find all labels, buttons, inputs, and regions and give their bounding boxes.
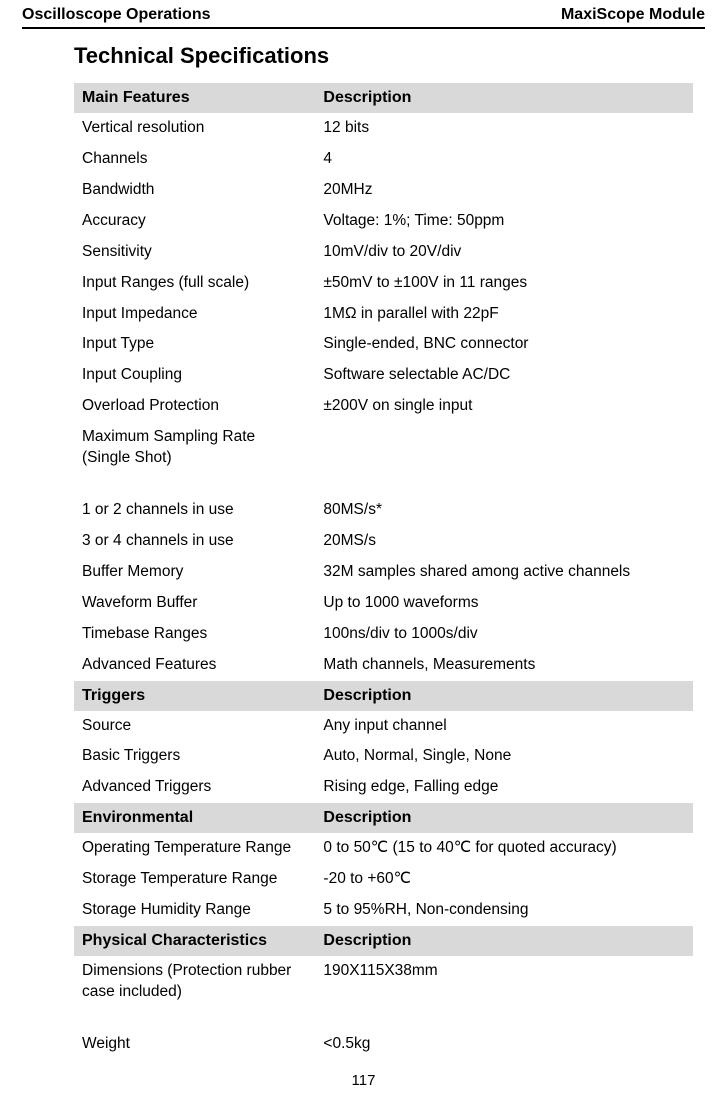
feature-cell: Storage Humidity Range <box>74 895 315 926</box>
feature-cell: Sensitivity <box>74 237 315 268</box>
table-row: Vertical resolution12 bits <box>74 113 693 144</box>
description-cell: Any input channel <box>315 711 693 742</box>
feature-cell: Storage Temperature Range <box>74 864 315 895</box>
feature-cell: Bandwidth <box>74 175 315 206</box>
feature-cell: Maximum Sampling Rate (Single Shot) <box>74 422 315 495</box>
feature-cell: Operating Temperature Range <box>74 833 315 864</box>
feature-cell: Input Ranges (full scale) <box>74 268 315 299</box>
description-cell: 4 <box>315 144 693 175</box>
description-cell: 10mV/div to 20V/div <box>315 237 693 268</box>
description-cell: Math channels, Measurements <box>315 650 693 681</box>
table-row: 1 or 2 channels in use80MS/s* <box>74 495 693 526</box>
description-cell: 20MHz <box>315 175 693 206</box>
table-row: Maximum Sampling Rate (Single Shot) <box>74 422 693 495</box>
description-cell: 5 to 95%RH, Non-condensing <box>315 895 693 926</box>
description-cell <box>315 422 693 495</box>
table-row: Channels4 <box>74 144 693 175</box>
header-right: MaxiScope Module <box>561 6 705 24</box>
feature-cell: Source <box>74 711 315 742</box>
table-row: Weight<0.5kg <box>74 1029 693 1060</box>
section-header: Physical CharacteristicsDescription <box>74 926 693 956</box>
table-row: SourceAny input channel <box>74 711 693 742</box>
description-cell: Rising edge, Falling edge <box>315 772 693 803</box>
feature-cell: Advanced Features <box>74 650 315 681</box>
feature-cell: 1 or 2 channels in use <box>74 495 315 526</box>
spec-table: Main FeaturesDescriptionVertical resolut… <box>74 83 693 1060</box>
feature-cell: Vertical resolution <box>74 113 315 144</box>
header-left: Oscilloscope Operations <box>22 6 211 24</box>
description-cell: <0.5kg <box>315 1029 693 1060</box>
description-cell: Single-ended, BNC connector <box>315 329 693 360</box>
feature-cell: Channels <box>74 144 315 175</box>
description-cell: 0 to 50℃ (15 to 40℃ for quoted accuracy) <box>315 833 693 864</box>
feature-cell: Advanced Triggers <box>74 772 315 803</box>
table-row: Sensitivity10mV/div to 20V/div <box>74 237 693 268</box>
description-cell: Up to 1000 waveforms <box>315 588 693 619</box>
page-title: Technical Specifications <box>74 43 693 69</box>
description-cell: Voltage: 1%; Time: 50ppm <box>315 206 693 237</box>
section-header: TriggersDescription <box>74 681 693 711</box>
feature-cell: Waveform Buffer <box>74 588 315 619</box>
table-row: Bandwidth20MHz <box>74 175 693 206</box>
description-cell: 100ns/div to 1000s/div <box>315 619 693 650</box>
feature-cell: Dimensions (Protection rubber case inclu… <box>74 956 315 1029</box>
section-header-left: Physical Characteristics <box>74 926 315 956</box>
table-row: Timebase Ranges100ns/div to 1000s/div <box>74 619 693 650</box>
description-cell: 80MS/s* <box>315 495 693 526</box>
section-header-right: Description <box>315 926 693 956</box>
description-cell: 1MΩ in parallel with 22pF <box>315 299 693 330</box>
table-row: Operating Temperature Range0 to 50℃ (15 … <box>74 833 693 864</box>
table-row: Storage Temperature Range-20 to +60℃ <box>74 864 693 895</box>
table-row: Dimensions (Protection rubber case inclu… <box>74 956 693 1029</box>
table-row: Basic TriggersAuto, Normal, Single, None <box>74 741 693 772</box>
page-number: 117 <box>0 1072 727 1089</box>
section-header-right: Description <box>315 803 693 833</box>
section-header: EnvironmentalDescription <box>74 803 693 833</box>
description-cell: 190X115X38mm <box>315 956 693 1029</box>
feature-cell: Basic Triggers <box>74 741 315 772</box>
table-row: Advanced TriggersRising edge, Falling ed… <box>74 772 693 803</box>
description-cell: 12 bits <box>315 113 693 144</box>
page-root: Oscilloscope Operations MaxiScope Module… <box>0 0 727 1105</box>
table-row: Advanced FeaturesMath channels, Measurem… <box>74 650 693 681</box>
feature-cell: Overload Protection <box>74 391 315 422</box>
feature-cell: Timebase Ranges <box>74 619 315 650</box>
table-row: Waveform BufferUp to 1000 waveforms <box>74 588 693 619</box>
table-row: Overload Protection±200V on single input <box>74 391 693 422</box>
table-row: Input Ranges (full scale)±50mV to ±100V … <box>74 268 693 299</box>
section-header: Main FeaturesDescription <box>74 83 693 113</box>
page-content: Technical Specifications Main FeaturesDe… <box>22 43 705 1060</box>
description-cell: ±200V on single input <box>315 391 693 422</box>
running-header: Oscilloscope Operations MaxiScope Module <box>22 0 705 29</box>
description-cell: 20MS/s <box>315 526 693 557</box>
section-header-left: Main Features <box>74 83 315 113</box>
feature-cell: Weight <box>74 1029 315 1060</box>
table-row: Buffer Memory32M samples shared among ac… <box>74 557 693 588</box>
section-header-right: Description <box>315 681 693 711</box>
table-row: Storage Humidity Range5 to 95%RH, Non-co… <box>74 895 693 926</box>
table-row: AccuracyVoltage: 1%; Time: 50ppm <box>74 206 693 237</box>
feature-cell: Input Impedance <box>74 299 315 330</box>
description-cell: 32M samples shared among active channels <box>315 557 693 588</box>
description-cell: ±50mV to ±100V in 11 ranges <box>315 268 693 299</box>
section-header-left: Triggers <box>74 681 315 711</box>
table-row: Input CouplingSoftware selectable AC/DC <box>74 360 693 391</box>
feature-cell: Buffer Memory <box>74 557 315 588</box>
description-cell: -20 to +60℃ <box>315 864 693 895</box>
table-row: Input TypeSingle-ended, BNC connector <box>74 329 693 360</box>
table-row: Input Impedance1MΩ in parallel with 22pF <box>74 299 693 330</box>
table-row: 3 or 4 channels in use20MS/s <box>74 526 693 557</box>
feature-cell: Input Type <box>74 329 315 360</box>
feature-cell: 3 or 4 channels in use <box>74 526 315 557</box>
section-header-left: Environmental <box>74 803 315 833</box>
section-header-right: Description <box>315 83 693 113</box>
description-cell: Auto, Normal, Single, None <box>315 741 693 772</box>
description-cell: Software selectable AC/DC <box>315 360 693 391</box>
feature-cell: Accuracy <box>74 206 315 237</box>
feature-cell: Input Coupling <box>74 360 315 391</box>
